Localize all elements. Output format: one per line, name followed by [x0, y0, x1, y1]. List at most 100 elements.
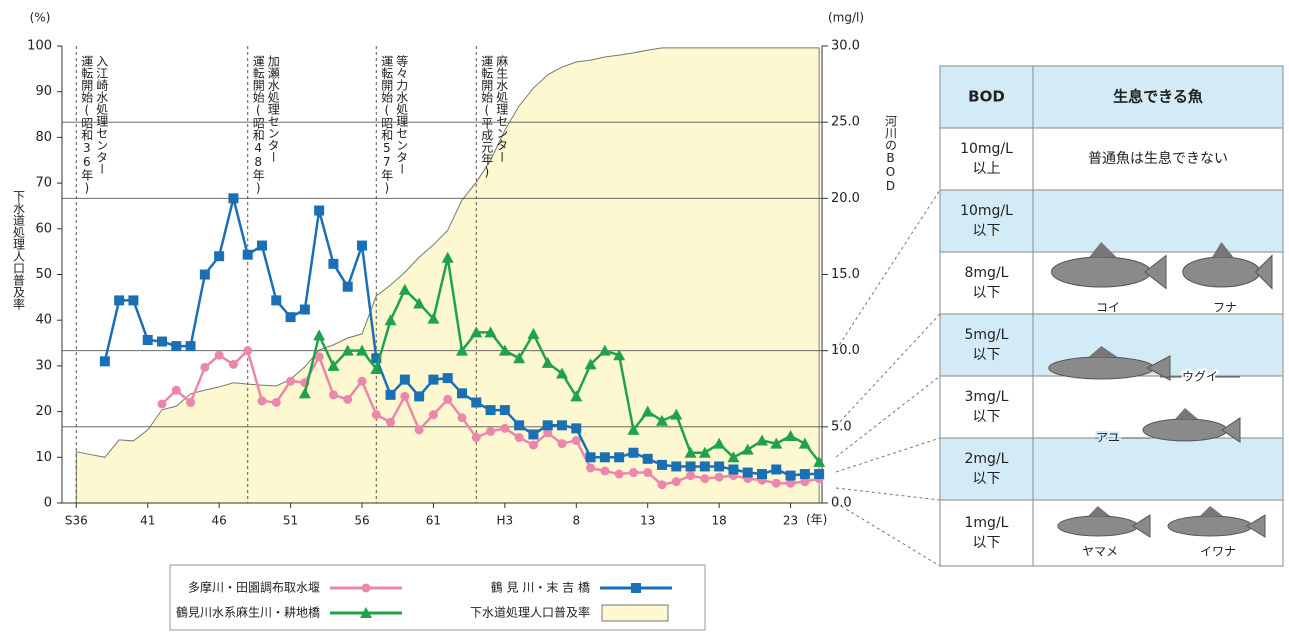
point: [371, 353, 382, 364]
point: [400, 391, 410, 401]
event-label: 等々力水処理センター: [395, 55, 409, 175]
point: [271, 397, 281, 407]
x-tick-label: 13: [640, 514, 655, 528]
fish-fin: [1212, 242, 1234, 257]
legend-marker: [631, 583, 641, 593]
point: [513, 352, 526, 364]
point: [341, 344, 354, 356]
fish-tail: [1146, 355, 1171, 381]
point: [357, 376, 367, 386]
point: [186, 397, 196, 407]
event-label: 運転開始(昭和57年): [380, 55, 394, 195]
point: [370, 362, 383, 374]
point: [228, 193, 239, 204]
point: [586, 463, 596, 473]
point: [771, 478, 781, 488]
point: [527, 327, 540, 339]
point: [471, 432, 481, 442]
fish-fin: [1089, 242, 1117, 257]
point: [128, 295, 139, 306]
point: [471, 397, 482, 408]
fish-body: [1057, 515, 1139, 537]
point: [685, 461, 696, 472]
x-unit: (年): [806, 513, 827, 527]
point: [771, 464, 782, 475]
point: [498, 344, 511, 356]
legend-label: 鶴見川水系麻生川・耕地橋: [176, 605, 320, 620]
point: [713, 437, 726, 449]
point: [314, 352, 324, 362]
y-tick-label: 80: [35, 130, 52, 145]
point: [714, 472, 724, 482]
table-header-cell: 生息できる魚: [1113, 88, 1203, 106]
table-note: 普通魚は生息できない: [1088, 150, 1228, 167]
y-tick-label: 0: [44, 496, 52, 511]
point: [741, 443, 754, 455]
bod-level: 10mg/L: [960, 203, 1013, 219]
y2-tick-label: 5.0: [831, 419, 852, 434]
bod-level: 10mg/L: [960, 141, 1013, 157]
y2-tick-label: 20.0: [831, 191, 860, 206]
fish-body: [1167, 515, 1253, 537]
point: [457, 388, 467, 399]
table-row: [939, 127, 1284, 191]
bod-level: 以下: [973, 535, 1001, 551]
point: [784, 429, 797, 441]
point: [384, 314, 397, 326]
point: [770, 437, 783, 449]
point: [628, 468, 638, 478]
point: [528, 440, 538, 450]
y-axis-label: 下水道処理人口普及率: [12, 190, 26, 310]
fish-name: ヤマメ: [1082, 545, 1118, 559]
fish-illustration: [1057, 506, 1151, 538]
bod-level: 2mg/L: [965, 451, 1009, 467]
point: [414, 391, 425, 402]
y2-tick-label: 25.0: [831, 115, 860, 130]
y-tick-label: 20: [35, 404, 52, 419]
point: [670, 408, 683, 420]
x-tick-label: 46: [212, 514, 227, 528]
bod-level: 以下: [973, 223, 1001, 239]
point: [528, 429, 539, 440]
point: [314, 205, 325, 216]
point: [614, 452, 625, 463]
y-tick-label: 10: [35, 450, 52, 465]
fish-tail: [1131, 514, 1151, 538]
point: [714, 461, 725, 472]
legend-marker: [361, 583, 371, 593]
point: [199, 269, 210, 280]
fish-fin: [1088, 506, 1111, 516]
point: [457, 413, 467, 423]
point: [114, 295, 125, 306]
point: [671, 461, 682, 472]
point: [671, 477, 681, 487]
event-label: 入江崎水処理センター: [95, 55, 109, 175]
point: [728, 464, 739, 475]
point: [200, 362, 210, 372]
point: [500, 423, 510, 433]
point: [628, 447, 639, 458]
fish-fin: [1200, 506, 1223, 516]
fish-name: イワナ: [1200, 545, 1236, 559]
point: [800, 477, 810, 487]
y-tick-label: 70: [35, 176, 52, 191]
point: [214, 350, 224, 360]
table-row: [939, 437, 1284, 501]
fish-body: [1048, 356, 1155, 380]
point: [598, 344, 611, 356]
x-tick-label: 8: [572, 514, 580, 528]
fish-tail: [1246, 514, 1266, 538]
point: [641, 405, 654, 417]
x-tick-label: 18: [712, 514, 727, 528]
y2-tick-label: 15.0: [831, 267, 860, 282]
point: [413, 297, 426, 309]
point: [570, 390, 583, 402]
y2-tick-label: 0.0: [831, 496, 852, 511]
point: [499, 405, 510, 416]
point: [328, 258, 339, 269]
event-label: 運転開始(昭和36年): [80, 55, 94, 195]
point: [142, 335, 153, 346]
point: [813, 455, 826, 467]
point: [257, 396, 267, 406]
event-label: 運転開始(昭和48年): [251, 55, 265, 195]
